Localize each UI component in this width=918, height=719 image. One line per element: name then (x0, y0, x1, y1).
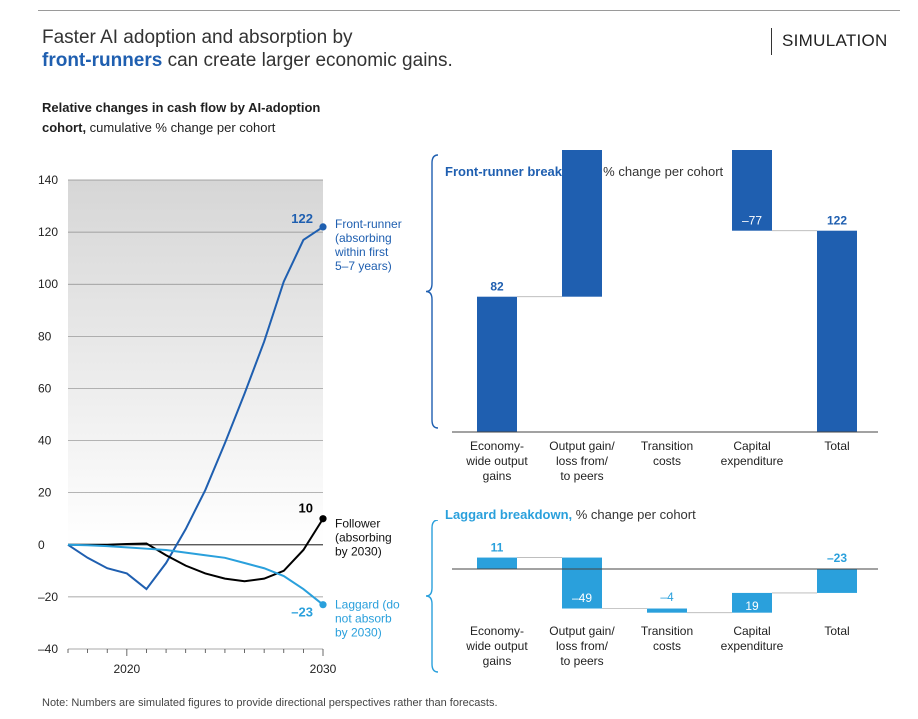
headline-line2: front-runners can create larger economic… (42, 49, 453, 72)
waterfall-bar (562, 150, 602, 297)
series-end-marker-2 (319, 515, 327, 523)
headline-line1: Faster AI adoption and absorption by (42, 27, 353, 48)
category-label: Output gain/ (549, 439, 615, 453)
category-label: gains (483, 654, 512, 668)
category-label: to peers (560, 654, 603, 668)
subtitle-bold-1: Relative changes in cash flow by AI-adop… (42, 100, 321, 115)
category-label: Output gain/ (549, 624, 615, 638)
series-label-2: Follower (335, 517, 380, 531)
category-label: Total (824, 624, 849, 638)
waterfall-bar (562, 557, 602, 609)
series-label-3: by 2030) (335, 626, 382, 640)
value-label: –4 (660, 590, 674, 604)
series-line-1 (67, 226, 324, 591)
category-label: Economy- (470, 439, 524, 453)
series-label-1: within first (334, 245, 389, 259)
y-tick-label: 20 (38, 486, 52, 500)
y-tick-label: 120 (38, 225, 58, 239)
laggard-breakdown-title-bold: Laggard breakdown, (445, 507, 573, 522)
front-runner-breakdown-title: Front-runner breakdown, % change per coh… (445, 164, 723, 179)
bracket (425, 154, 439, 429)
series-label-3: Laggard (do (335, 598, 400, 612)
value-label: 11 (491, 541, 504, 555)
value-label: 122 (827, 214, 847, 228)
x-tick-label: 2030 (310, 662, 337, 676)
x-tick-label: 2020 (113, 662, 140, 676)
headline: Faster AI adoption and absorption by fro… (42, 26, 453, 72)
y-tick-label: –40 (38, 642, 58, 656)
waterfall-bar (477, 296, 517, 432)
waterfall-bar (477, 557, 517, 569)
category-label: Economy- (470, 624, 524, 638)
series-end-value-1: 122 (291, 211, 313, 226)
series-end-marker-1 (319, 223, 327, 231)
series-end-value-3: –23 (291, 605, 313, 620)
category-label: costs (653, 639, 681, 653)
category-label: expenditure (721, 639, 784, 653)
line-chart: –40 –20 0 20 40 60 80 100 120 140 2020 2030 122 Front… (38, 173, 402, 676)
category-label: wide output (465, 454, 528, 468)
series-line-3 (67, 543, 324, 606)
waterfall-bar (647, 608, 687, 613)
series-label-1: 5–7 years) (335, 259, 392, 273)
chart-subtitle: Relative changes in cash flow by AI-adop… (42, 98, 382, 138)
front-runner-breakdown-title-rest: % change per cohort (599, 164, 724, 179)
y-tick-label: 0 (38, 538, 45, 552)
y-tick-label: 60 (38, 381, 52, 395)
headline-accent: front-runners (42, 50, 163, 71)
category-label: Total (824, 439, 849, 453)
front-runner-breakdown-title-bold: Front-runner breakdown, (445, 164, 600, 179)
series-label-3: not absorb (335, 612, 392, 626)
footnote: Note: Numbers are simulated figures to p… (42, 697, 498, 709)
series-end-marker-3 (319, 601, 327, 609)
category-label: loss from/ (556, 639, 609, 653)
laggard-breakdown-title: Laggard breakdown, % change per cohort (445, 507, 696, 522)
category-label: loss from/ (556, 454, 609, 468)
category-label: Transition (641, 439, 693, 453)
series-end-value-2: 10 (299, 501, 313, 516)
simulation-badge: SIMULATION (771, 28, 888, 55)
series-label-2: (absorbing (335, 531, 392, 545)
value-label: 19 (745, 599, 759, 613)
y-tick-label: 40 (38, 434, 52, 448)
plot-shade (68, 180, 323, 545)
subtitle-bold-2: cohort, (42, 120, 87, 135)
category-label: costs (653, 454, 681, 468)
subtitle-rest: cumulative % change per cohort (86, 120, 276, 135)
y-tick-label: 140 (38, 173, 58, 187)
y-tick-label: 100 (38, 277, 58, 291)
category-label: Transition (641, 624, 693, 638)
waterfall-bar (732, 150, 772, 231)
category-label: gains (483, 469, 512, 483)
value-label: –49 (572, 591, 592, 605)
value-label: –77 (742, 214, 762, 228)
category-label: wide output (465, 639, 528, 653)
waterfall-bar (817, 230, 857, 432)
series-label-2: by 2030) (335, 545, 382, 559)
series-label-1: (absorbing (335, 231, 392, 245)
series-label-1: Front-runner (335, 217, 402, 231)
category-label: expenditure (721, 454, 784, 468)
value-label: 82 (490, 280, 504, 294)
category-label: Capital (733, 624, 770, 638)
series-line-2 (68, 518, 324, 583)
value-label: –23 (827, 551, 847, 565)
category-label: Capital (733, 439, 770, 453)
category-label: to peers (560, 469, 603, 483)
headline-rest: can create larger economic gains. (162, 50, 453, 71)
waterfall-bar (732, 592, 772, 613)
y-tick-label: –20 (38, 590, 58, 604)
bracket (425, 520, 439, 673)
waterfall-bar (817, 569, 857, 593)
laggard-breakdown-title-rest: % change per cohort (572, 507, 696, 522)
top-rule (38, 10, 900, 11)
y-tick-label: 80 (38, 329, 52, 343)
